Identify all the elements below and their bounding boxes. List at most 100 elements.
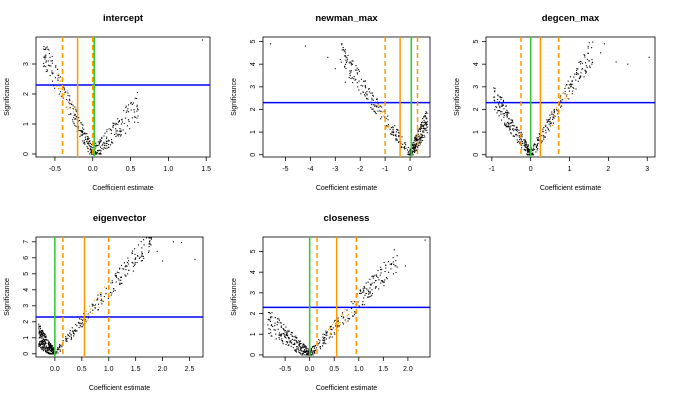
data-point — [121, 118, 123, 120]
data-point — [116, 134, 118, 136]
data-point — [417, 134, 419, 136]
data-point — [99, 149, 101, 151]
data-point — [280, 333, 282, 335]
data-point — [49, 345, 51, 347]
data-point — [375, 112, 377, 115]
data-point — [560, 100, 562, 102]
data-point — [374, 112, 376, 114]
y-tick-label: 5 — [250, 39, 257, 43]
data-point — [376, 98, 378, 100]
data-point — [38, 329, 40, 331]
data-point — [381, 116, 383, 118]
data-point — [493, 99, 495, 101]
x-tick-label: 1.0 — [354, 366, 364, 373]
data-point — [424, 124, 426, 126]
data-point — [364, 95, 366, 97]
data-point — [517, 141, 519, 143]
data-point — [383, 261, 385, 264]
data-point — [413, 144, 415, 146]
data-point — [528, 154, 530, 156]
data-point — [387, 115, 389, 117]
data-point — [374, 104, 376, 106]
data-point — [421, 121, 424, 123]
data-point — [337, 320, 340, 322]
data-point — [412, 151, 414, 153]
x-tick-label: -0.5 — [49, 166, 61, 173]
data-point — [45, 56, 47, 58]
data-point — [298, 351, 300, 353]
data-point — [395, 133, 397, 135]
data-point — [518, 129, 520, 131]
data-point — [426, 118, 428, 120]
data-point — [134, 253, 136, 255]
data-point — [287, 336, 290, 339]
data-point — [110, 294, 112, 296]
data-point — [548, 130, 550, 132]
data-point — [413, 142, 415, 144]
data-point — [493, 91, 496, 93]
data-point — [343, 311, 345, 313]
data-point — [63, 93, 65, 96]
data-point — [48, 345, 50, 347]
data-point — [648, 56, 650, 58]
y-tick-label: 2 — [250, 312, 257, 316]
data-point — [277, 328, 279, 330]
data-point — [330, 325, 332, 327]
data-point — [47, 352, 49, 354]
data-point — [90, 147, 92, 149]
data-point — [48, 344, 50, 347]
data-point — [368, 292, 370, 294]
data-point — [139, 256, 141, 258]
data-point — [51, 73, 53, 75]
data-point — [401, 136, 403, 138]
data-point — [524, 141, 526, 143]
data-point — [98, 149, 100, 151]
data-point — [115, 272, 117, 275]
data-point — [536, 146, 538, 149]
data-point — [415, 138, 417, 140]
data-point — [576, 69, 578, 72]
data-point — [280, 325, 282, 327]
data-point — [102, 148, 104, 150]
data-point — [500, 98, 502, 100]
data-point — [521, 142, 523, 145]
y-tick-label: 5 — [23, 272, 30, 276]
data-point — [356, 73, 359, 75]
data-point — [117, 278, 119, 280]
y-tick-label: 0 — [473, 153, 480, 157]
data-point — [571, 93, 573, 95]
data-point — [368, 293, 370, 295]
data-point — [47, 347, 49, 349]
data-point — [126, 265, 128, 267]
data-point — [600, 52, 602, 54]
y-tick-label: 4 — [473, 62, 480, 66]
data-point — [515, 134, 517, 136]
data-point — [337, 317, 339, 319]
data-point — [113, 122, 115, 124]
data-point — [547, 128, 549, 130]
data-point — [270, 316, 272, 318]
data-point — [391, 263, 393, 265]
data-point — [73, 333, 75, 335]
data-point — [56, 347, 59, 349]
data-point — [519, 142, 521, 144]
data-point — [338, 325, 340, 327]
data-point — [524, 146, 526, 148]
data-point — [571, 80, 573, 82]
data-point — [585, 70, 587, 73]
y-tick-label: 1 — [473, 130, 480, 134]
data-point — [363, 297, 365, 299]
data-point — [408, 154, 410, 156]
data-point — [506, 113, 509, 115]
data-point — [46, 347, 49, 349]
data-point — [497, 94, 499, 96]
data-point — [75, 110, 77, 112]
data-point — [45, 60, 47, 62]
data-point — [121, 121, 124, 123]
data-point — [142, 255, 144, 258]
data-point — [524, 149, 526, 151]
data-point — [516, 135, 518, 137]
data-point — [85, 141, 87, 143]
data-point — [337, 322, 340, 324]
data-point — [341, 42, 343, 45]
